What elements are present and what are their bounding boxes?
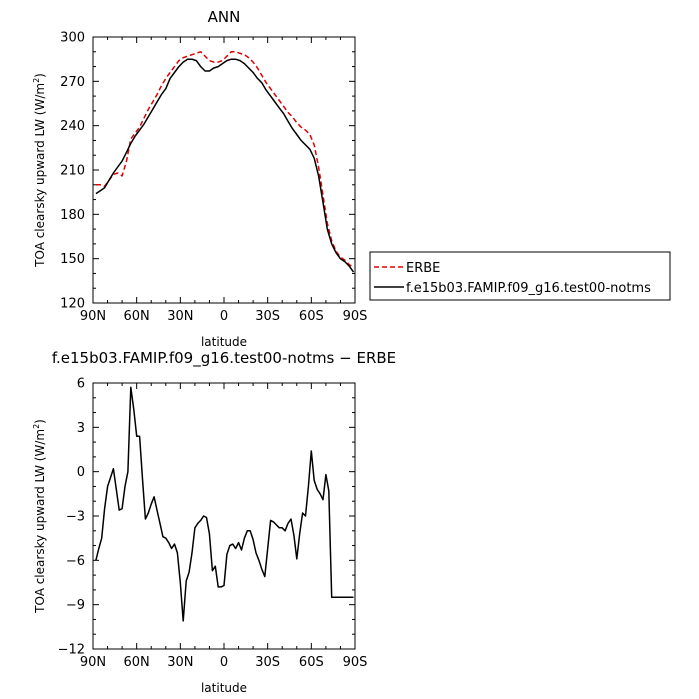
y-tick-label: 120 — [60, 297, 85, 312]
y-tick-label: 270 — [60, 75, 85, 90]
legend-label-erbe: ERBE — [406, 261, 440, 276]
x-tick-label: 60S — [299, 309, 324, 324]
legend-box — [369, 251, 671, 301]
x-tick-label: 30N — [167, 309, 193, 324]
x-tick-label: 30N — [167, 655, 193, 670]
chart-title: f.e15b03.FAMIP.f09_g16.test00-notms − ER… — [52, 349, 396, 368]
legend: ERBE f.e15b03.FAMIP.f09_g16.test00-notms — [369, 251, 671, 301]
tick-marks — [92, 36, 356, 304]
y-tick-label: 150 — [60, 252, 85, 267]
x-tick-label: 90N — [80, 655, 106, 670]
x-tick-label: 0 — [220, 655, 228, 670]
series-lines — [95, 51, 355, 273]
x-tick-label: 60N — [124, 309, 150, 324]
series-line-1 — [95, 58, 355, 273]
x-axis-label: latitude — [201, 335, 247, 349]
chart-top: ANN 120 150 180 210 240 270 300 90N 60N 30N 0 30S 6… — [32, 8, 367, 349]
x-tick-label: 90S — [343, 655, 368, 670]
x-axis-label: latitude — [201, 681, 247, 695]
x-tick-label: 90S — [343, 309, 368, 324]
x-tick-label: 30S — [255, 309, 280, 324]
y-axis-label: TOA clearsky upward LW (W/m2) — [32, 73, 47, 268]
x-tick-label: 0 — [220, 309, 228, 324]
y-tick-label: −6 — [66, 554, 85, 569]
y-tick-label: 0 — [77, 465, 85, 480]
plot-frame — [92, 36, 356, 304]
plot-frame — [92, 382, 356, 650]
tick-marks — [92, 382, 356, 650]
x-tick-label: 60N — [124, 655, 150, 670]
y-tick-labels: −12 −9 −6 −3 0 3 6 — [58, 377, 85, 658]
y-tick-label: 300 — [60, 31, 85, 46]
series-line-0 — [95, 51, 354, 269]
y-axis-label: TOA clearsky upward LW (W/m2) — [32, 419, 47, 614]
x-tick-label: 30S — [255, 655, 280, 670]
y-tick-label: 210 — [60, 164, 85, 179]
x-tick-labels: 90N 60N 30N 0 30S 60S 90S — [80, 655, 368, 670]
y-tick-labels: 120 150 180 210 240 270 300 — [60, 31, 85, 312]
x-tick-labels: 90N 60N 30N 0 30S 60S 90S — [80, 309, 368, 324]
series-lines — [95, 386, 354, 622]
legend-label-model: f.e15b03.FAMIP.f09_g16.test00-notms — [406, 281, 651, 296]
y-tick-label: 180 — [60, 208, 85, 223]
x-tick-label: 60S — [299, 655, 324, 670]
x-tick-label: 90N — [80, 309, 106, 324]
difference-line — [95, 386, 354, 622]
y-tick-label: 240 — [60, 119, 85, 134]
chart-bottom: f.e15b03.FAMIP.f09_g16.test00-notms − ER… — [32, 349, 396, 695]
y-tick-label: −12 — [58, 643, 85, 658]
y-tick-label: 3 — [77, 421, 85, 436]
y-tick-label: 6 — [77, 377, 85, 392]
chart-title: ANN — [208, 8, 241, 26]
y-tick-label: −9 — [66, 598, 85, 613]
y-tick-label: −3 — [66, 510, 85, 525]
